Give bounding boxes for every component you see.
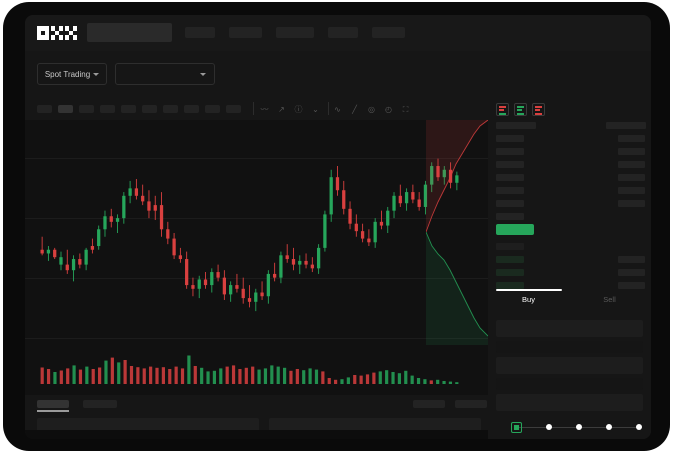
fullscreen-icon[interactable]: ⛶ xyxy=(402,104,409,114)
depth-overlay xyxy=(426,120,488,345)
clock-icon[interactable]: ◴ xyxy=(385,105,392,114)
app-header xyxy=(25,15,651,51)
orderbook-spread-price xyxy=(496,224,534,235)
orderbook-ask-size xyxy=(618,161,645,168)
orderbook-bid-size xyxy=(618,256,645,263)
interval-1h[interactable] xyxy=(121,105,136,113)
interval-30m[interactable] xyxy=(100,105,115,113)
order-balance-row xyxy=(496,341,643,353)
grid-line xyxy=(25,338,488,339)
interval-15m[interactable] xyxy=(79,105,94,113)
step-dot-4[interactable] xyxy=(606,424,612,430)
okx-logo-glyph xyxy=(65,26,77,40)
step-dot-2[interactable] xyxy=(546,424,552,430)
settings-icon[interactable]: ⓘ xyxy=(294,105,303,114)
step-indicator xyxy=(488,416,651,439)
camera-icon[interactable]: ◎ xyxy=(368,105,375,114)
orderbook-view-modes xyxy=(496,103,545,116)
price-chart[interactable] xyxy=(25,120,488,395)
orderbook-ask-row[interactable] xyxy=(496,135,524,142)
order-price-field[interactable] xyxy=(496,320,643,337)
orderbook-ask-size xyxy=(618,200,645,207)
orderbook-bid-row[interactable] xyxy=(496,243,524,250)
orderbook-ask-size xyxy=(618,148,645,155)
orderbook-panel: Buy Sell xyxy=(488,98,651,416)
okx-logo-glyph xyxy=(37,26,49,40)
tab-buy[interactable]: Buy xyxy=(522,295,535,304)
trade-tabs: Buy Sell xyxy=(488,289,651,315)
order-amount-field[interactable] xyxy=(496,357,643,374)
step-dot-5[interactable] xyxy=(636,424,642,430)
tab-open-orders[interactable] xyxy=(37,400,69,408)
compare-icon[interactable]: ↗ xyxy=(278,105,285,114)
nav-item-3[interactable] xyxy=(276,27,314,38)
nav-item-1[interactable] xyxy=(185,27,215,38)
orderbook-bid-size xyxy=(618,269,645,276)
order-total-field[interactable] xyxy=(496,394,643,411)
grid-line xyxy=(25,278,488,279)
magnet-icon[interactable]: ╱ xyxy=(352,105,357,114)
candlestick-series xyxy=(40,158,459,312)
order-slider[interactable] xyxy=(496,378,643,390)
step-dot-3[interactable] xyxy=(576,424,582,430)
volume-histogram xyxy=(40,355,459,384)
market-type-select[interactable]: Spot Trading xyxy=(37,63,107,85)
chevron-down-icon xyxy=(93,72,100,76)
search-input[interactable] xyxy=(87,23,172,42)
grid-line xyxy=(25,218,488,219)
okx-logo[interactable] xyxy=(37,26,79,40)
market-type-label: Spot Trading xyxy=(44,69,91,79)
tab-order-history[interactable] xyxy=(83,400,117,408)
ticker-bar: Spot Trading xyxy=(25,51,651,124)
orderbook-ask-size xyxy=(618,174,645,181)
nav-item-2[interactable] xyxy=(229,27,262,38)
orderbook-ask-row[interactable] xyxy=(496,148,524,155)
orderbook-bid-size xyxy=(618,282,645,289)
interval-1w[interactable] xyxy=(184,105,199,113)
orderbook-ask-row[interactable] xyxy=(496,161,524,168)
bottom-action-2[interactable] xyxy=(455,400,487,408)
orderbook-bid-row[interactable] xyxy=(496,269,524,276)
orderbook-header xyxy=(496,122,536,129)
ob-mode-both[interactable] xyxy=(496,103,509,116)
device-screen: Spot Trading 〰 ↗ ⓘ ⌄ ∿ ╱ ◎ ◴ ⛶ xyxy=(25,15,651,439)
orderbook-ask-row[interactable] xyxy=(496,200,524,207)
device-bezel: Spot Trading 〰 ↗ ⓘ ⌄ ∿ ╱ ◎ ◴ ⛶ xyxy=(3,2,670,451)
interval-1m[interactable] xyxy=(205,105,220,113)
toolbar-divider xyxy=(328,102,329,115)
orderbook-header xyxy=(606,122,646,129)
ob-mode-asks[interactable] xyxy=(532,103,545,116)
orderbook-ask-row[interactable] xyxy=(496,187,524,194)
nav-item-5[interactable] xyxy=(372,27,405,38)
tab-sell[interactable]: Sell xyxy=(603,295,616,304)
grid-line xyxy=(25,158,488,159)
orderbook-ask-row[interactable] xyxy=(496,213,524,220)
interval-1d[interactable] xyxy=(163,105,178,113)
toolbar-divider xyxy=(253,102,254,115)
orderbook-ask-size xyxy=(618,187,645,194)
active-tab-indicator xyxy=(496,289,562,291)
interval-more[interactable] xyxy=(226,105,241,113)
orderbook-bid-row[interactable] xyxy=(496,256,524,263)
active-tab-indicator xyxy=(37,410,69,412)
orderbook-bid-row[interactable] xyxy=(496,282,524,289)
interval-5m[interactable] xyxy=(58,105,73,113)
indicator-icon[interactable]: 〰 xyxy=(260,105,269,114)
chevron-down-icon xyxy=(200,73,206,76)
chevron-down-icon[interactable]: ⌄ xyxy=(312,105,319,114)
orderbook-ask-row[interactable] xyxy=(496,174,524,181)
nav-item-4[interactable] xyxy=(328,27,358,38)
interval-1m[interactable] xyxy=(37,105,52,113)
pair-select[interactable] xyxy=(115,63,215,85)
okx-logo-glyph xyxy=(51,26,63,40)
footer-strip xyxy=(25,430,488,439)
line-chart-icon[interactable]: ∿ xyxy=(334,105,341,114)
bottom-action-1[interactable] xyxy=(413,400,445,408)
orderbook-ask-size xyxy=(618,135,645,142)
ob-mode-bids[interactable] xyxy=(514,103,527,116)
interval-4h[interactable] xyxy=(142,105,157,113)
step-dot-active[interactable] xyxy=(511,422,522,433)
